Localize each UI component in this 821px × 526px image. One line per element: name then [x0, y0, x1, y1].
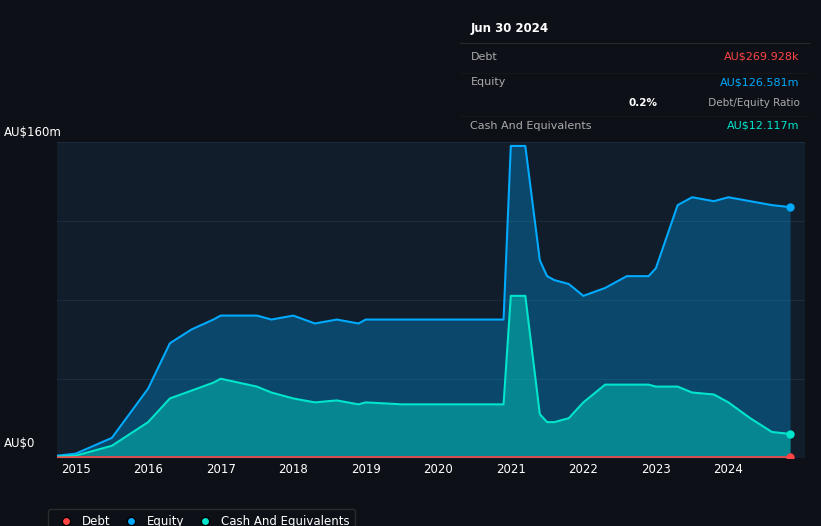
Text: Cash And Equivalents: Cash And Equivalents: [470, 121, 592, 131]
Text: Jun 30 2024: Jun 30 2024: [470, 22, 548, 35]
Text: Debt: Debt: [470, 52, 498, 62]
Text: AU$269.928k: AU$269.928k: [724, 52, 800, 62]
Text: Debt/Equity Ratio: Debt/Equity Ratio: [704, 98, 800, 108]
Text: AU$126.581m: AU$126.581m: [720, 77, 800, 87]
Legend: Debt, Equity, Cash And Equivalents: Debt, Equity, Cash And Equivalents: [48, 509, 355, 526]
Text: AU$0: AU$0: [4, 437, 35, 450]
Text: AU$160m: AU$160m: [4, 126, 62, 139]
Text: AU$12.117m: AU$12.117m: [727, 121, 800, 131]
Text: Equity: Equity: [470, 77, 506, 87]
Text: 0.2%: 0.2%: [629, 98, 658, 108]
